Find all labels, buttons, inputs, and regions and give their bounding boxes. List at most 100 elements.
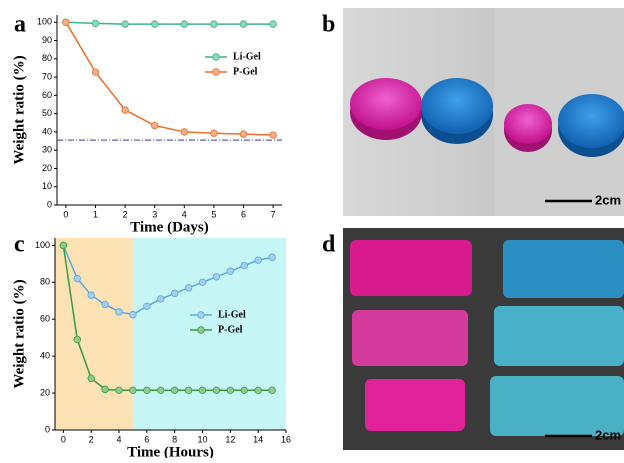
data-point <box>213 387 220 394</box>
data-point <box>102 301 109 308</box>
x-tick-label: 2 <box>123 209 128 219</box>
data-point <box>157 296 164 303</box>
data-point <box>199 387 206 394</box>
y-tick-label: 10 <box>42 181 52 191</box>
legend-marker <box>198 327 205 334</box>
data-point <box>74 336 81 343</box>
y-tick-label: 20 <box>42 163 52 173</box>
x-tick-label: 12 <box>225 434 235 444</box>
x-tick-label: 8 <box>172 434 177 444</box>
shaded-region <box>133 238 286 430</box>
data-point <box>270 132 277 139</box>
panel-label: b <box>322 12 335 38</box>
data-point <box>255 387 262 394</box>
legend-label: Li-Gel <box>233 51 261 62</box>
data-point <box>122 21 129 28</box>
data-point <box>211 21 218 28</box>
data-point <box>171 387 178 394</box>
data-point <box>227 387 234 394</box>
x-tick-label: 5 <box>211 209 216 219</box>
data-point <box>241 387 248 394</box>
x-tick-label: 6 <box>241 209 246 219</box>
x-tick-label: 16 <box>281 434 291 444</box>
data-point <box>92 20 99 27</box>
y-tick-label: 80 <box>42 53 52 63</box>
y-tick-label: 20 <box>40 387 50 397</box>
data-point <box>157 387 164 394</box>
y-tick-label: 0 <box>45 424 50 434</box>
data-point <box>144 303 151 310</box>
data-point <box>185 387 192 394</box>
legend-marker <box>213 54 220 61</box>
data-point <box>171 290 178 297</box>
data-point <box>151 21 158 28</box>
data-point <box>130 387 137 394</box>
data-point <box>116 309 123 316</box>
data-point <box>116 387 123 394</box>
y-tick-label: 0 <box>47 199 52 209</box>
y-tick-label: 80 <box>40 277 50 287</box>
data-point <box>92 69 99 76</box>
y-tick-label: 90 <box>42 35 52 45</box>
scale-label: 2cm <box>595 192 621 207</box>
data-point <box>270 21 277 28</box>
data-point <box>74 275 81 282</box>
y-tick-label: 60 <box>40 314 50 324</box>
x-tick-label: 0 <box>61 434 66 444</box>
x-tick-label: 7 <box>271 209 276 219</box>
panel-label: a <box>14 12 26 38</box>
y-axis-label: Weight ratio (%) <box>11 55 27 164</box>
data-point <box>269 387 276 394</box>
legend-label: P-Gel <box>233 66 258 77</box>
legend-label: Li-Gel <box>218 309 246 320</box>
data-point <box>213 273 220 280</box>
x-tick-label: 4 <box>182 209 187 219</box>
x-tick-label: 2 <box>89 434 94 444</box>
photo-d: 2cm <box>343 228 624 450</box>
data-point <box>241 262 248 269</box>
data-point <box>144 387 151 394</box>
data-point <box>151 122 158 129</box>
x-axis-label: Time (Days) <box>130 219 208 235</box>
legend-marker <box>213 69 220 76</box>
data-point <box>63 19 70 26</box>
data-point <box>130 311 137 318</box>
y-tick-label: 60 <box>42 90 52 100</box>
data-point <box>102 386 109 393</box>
y-axis-label: Weight ratio (%) <box>11 279 27 388</box>
legend-label: P-Gel <box>218 324 243 335</box>
panel-label: c <box>14 232 25 258</box>
legend-marker <box>198 312 205 319</box>
data-point <box>88 292 95 299</box>
panel-label: d <box>322 232 336 258</box>
y-tick-label: 70 <box>42 71 52 81</box>
x-tick-label: 1 <box>93 209 98 219</box>
data-point <box>88 375 95 382</box>
data-point <box>240 131 247 138</box>
x-tick-label: 6 <box>144 434 149 444</box>
scale-label: 2cm <box>595 427 621 442</box>
x-axis-label: Time (Hours) <box>127 444 214 458</box>
photo-b: 2cm <box>343 8 624 216</box>
x-tick-label: 10 <box>197 434 207 444</box>
data-point <box>255 257 262 264</box>
data-point <box>185 285 192 292</box>
data-point <box>181 129 188 136</box>
data-point <box>227 268 234 275</box>
x-tick-label: 3 <box>152 209 157 219</box>
data-point <box>211 130 218 137</box>
y-tick-label: 30 <box>42 145 52 155</box>
series-line <box>66 22 273 135</box>
data-point <box>199 279 206 286</box>
y-tick-label: 40 <box>40 351 50 361</box>
data-point <box>240 21 247 28</box>
data-point <box>60 242 67 249</box>
y-tick-label: 100 <box>37 17 52 27</box>
data-point <box>122 107 129 114</box>
figure: 2cm 2cm b d a010203040506070809010001234… <box>0 0 624 458</box>
data-point <box>269 254 276 261</box>
x-tick-label: 0 <box>63 209 68 219</box>
y-tick-label: 40 <box>42 126 52 136</box>
y-tick-label: 100 <box>35 240 50 250</box>
x-tick-label: 14 <box>253 434 263 444</box>
